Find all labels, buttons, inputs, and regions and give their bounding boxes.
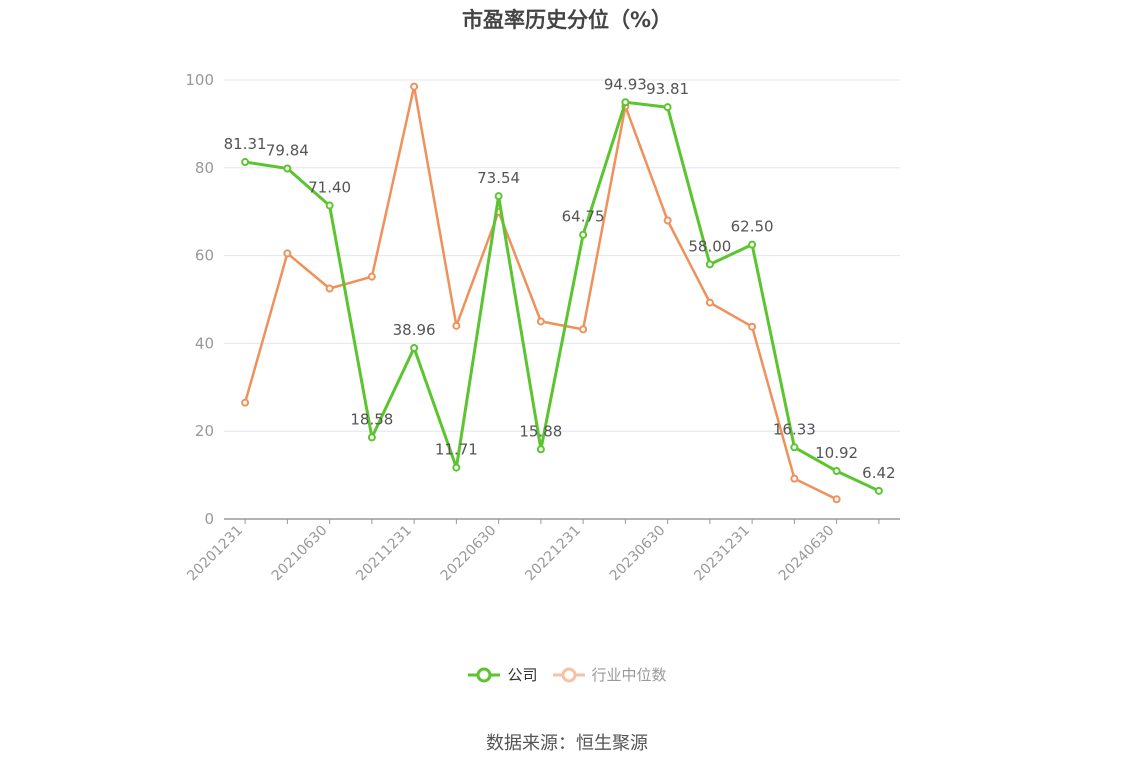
data-labels: 81.31 79.84 71.40 18.58 38.96 11.71 73.54 15.88… bbox=[224, 75, 896, 482]
data-point-industry bbox=[790, 474, 799, 483]
source-note: 数据来源：恒生聚源 bbox=[486, 733, 648, 754]
data-point-company bbox=[452, 463, 461, 472]
data-point-company bbox=[874, 486, 883, 495]
data-label-company: 15.88 bbox=[519, 422, 562, 440]
data-point-company bbox=[536, 445, 545, 454]
data-point-industry bbox=[283, 249, 292, 258]
data-point-industry bbox=[832, 495, 841, 504]
data-point-company bbox=[367, 433, 376, 442]
series-line-company bbox=[244, 100, 880, 493]
data-point-industry bbox=[705, 298, 714, 307]
legend-company-label: 公司 bbox=[507, 666, 538, 684]
data-point-company bbox=[325, 201, 334, 210]
data-point-company bbox=[494, 192, 503, 201]
data-label-company: 10.92 bbox=[815, 444, 858, 462]
data-point-company bbox=[832, 467, 841, 476]
y-tick-label: 20 bbox=[195, 422, 214, 440]
data-point-company bbox=[663, 103, 672, 112]
legend-industry-label: 行业中位数 bbox=[591, 666, 667, 684]
grid-lines bbox=[224, 79, 900, 432]
data-point-company bbox=[621, 98, 630, 107]
data-label-company: 73.54 bbox=[477, 169, 520, 187]
legend-company-marker bbox=[468, 667, 501, 682]
chart-title: 市盈率历史分位（%） bbox=[461, 8, 673, 32]
legend-item-company[interactable]: 公司 bbox=[467, 664, 538, 685]
y-tick-label: 60 bbox=[195, 247, 214, 265]
data-label-company: 71.40 bbox=[308, 179, 351, 197]
data-point-company bbox=[790, 443, 799, 452]
data-label-company: 11.71 bbox=[435, 441, 478, 459]
y-tick-label: 80 bbox=[195, 159, 214, 177]
x-tick-label: 20221231 bbox=[522, 523, 584, 585]
data-point-company bbox=[241, 158, 250, 167]
data-point-company bbox=[705, 260, 714, 269]
legend-industry-marker bbox=[552, 667, 585, 682]
x-tick-label: 20201231 bbox=[184, 523, 246, 585]
data-point-industry bbox=[663, 216, 672, 225]
data-label-company: 94.93 bbox=[604, 75, 647, 93]
x-tick-label: 20240630 bbox=[776, 523, 838, 585]
data-label-company: 93.81 bbox=[646, 80, 689, 98]
data-label-company: 64.75 bbox=[562, 208, 605, 226]
data-label-company: 38.96 bbox=[393, 321, 436, 339]
x-tick-label: 20231231 bbox=[691, 523, 753, 585]
data-label-company: 16.33 bbox=[773, 420, 816, 438]
data-point-company bbox=[283, 164, 292, 173]
data-label-company: 18.58 bbox=[350, 410, 393, 428]
data-point-company bbox=[410, 343, 419, 352]
y-tick-label: 100 bbox=[185, 71, 214, 89]
data-point-company bbox=[579, 230, 588, 239]
y-tick-label: 40 bbox=[195, 334, 214, 352]
data-point-industry bbox=[452, 321, 461, 330]
data-point-industry bbox=[579, 325, 588, 334]
x-tick-label: 20220630 bbox=[438, 523, 500, 585]
data-label-company: 6.42 bbox=[862, 464, 895, 482]
data-point-company bbox=[748, 240, 757, 249]
data-point-industry bbox=[410, 82, 419, 91]
data-label-company: 79.84 bbox=[266, 142, 309, 160]
x-tick-label: 20210630 bbox=[269, 523, 331, 585]
data-label-company: 62.50 bbox=[731, 218, 774, 236]
x-tick-label: 20211231 bbox=[353, 523, 415, 585]
data-label-company: 81.31 bbox=[224, 135, 267, 153]
series-lines bbox=[241, 82, 883, 504]
data-label-company: 58.00 bbox=[688, 237, 731, 255]
data-point-industry bbox=[325, 284, 334, 293]
data-point-industry bbox=[367, 272, 376, 281]
legend: 公司 行业中位数 bbox=[0, 664, 1134, 685]
x-tick-label: 20230630 bbox=[607, 523, 669, 585]
legend-item-industry[interactable]: 行业中位数 bbox=[552, 664, 667, 685]
data-point-industry bbox=[241, 398, 250, 407]
y-tick-label: 0 bbox=[204, 510, 214, 528]
data-point-industry bbox=[748, 322, 757, 331]
data-point-industry bbox=[536, 317, 545, 326]
